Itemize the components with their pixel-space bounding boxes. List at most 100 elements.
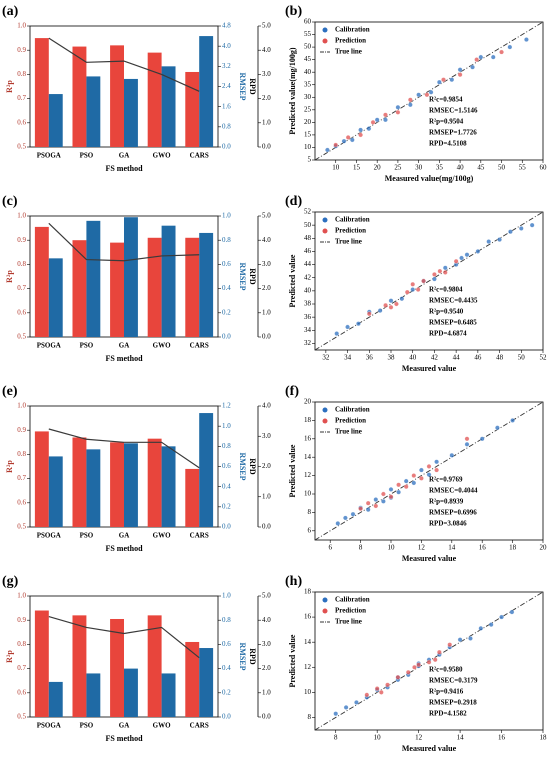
scatter-point (419, 476, 424, 481)
y-tick-label: 20 (304, 118, 312, 126)
panel-label: (c) (2, 194, 18, 209)
y-tick-label: 52 (304, 208, 312, 216)
legend-label: Prediction (335, 607, 366, 615)
y-tick-label: 0.5 (17, 143, 26, 151)
y3-tick-label: 4.0 (262, 616, 271, 624)
true-line (314, 211, 544, 351)
rmsep-bar (48, 258, 63, 337)
scatter-point (377, 308, 383, 313)
y-tick-label: 0.5 (17, 713, 26, 721)
rmsep-bar (199, 413, 214, 527)
y2-tick-label: 0.2 (222, 308, 231, 316)
rmsep-bar (124, 217, 138, 337)
scatter-point (366, 126, 372, 131)
y3-tick-label: 1.0 (262, 688, 271, 696)
r2-bar (147, 237, 162, 337)
scatter-point (426, 472, 432, 478)
scatter-point (373, 497, 379, 502)
y-axis-title: R²p (5, 460, 14, 473)
y-tick-label: 35 (304, 80, 312, 88)
y2-tick-label: 0.0 (222, 143, 231, 151)
scatter-point (411, 480, 417, 486)
x-tick-label: 10 (332, 164, 340, 172)
scatter-point (488, 622, 494, 627)
scatter-point (509, 609, 515, 615)
legend-label: Calibration (335, 26, 370, 34)
scatter-point (345, 135, 351, 140)
legend-marker (322, 228, 328, 234)
scatter-point (424, 92, 430, 98)
scatter-point (399, 296, 405, 302)
x-tick-label: 46 (474, 354, 482, 362)
scatter-point (396, 489, 401, 495)
y-tick-label: 20 (304, 398, 312, 406)
scatter-point (365, 507, 371, 512)
y-tick-label: 8 (308, 713, 312, 721)
scatter-point (396, 482, 401, 488)
stat-text: R²c=0.9580 (429, 666, 463, 674)
scatter-point (365, 500, 371, 506)
scatter-point (486, 239, 492, 244)
x-tick-label: 55 (519, 164, 527, 172)
stat-text: RMSEP=1.7726 (429, 129, 477, 137)
x-axis-title: FS method (105, 544, 143, 553)
y-tick-label: 46 (304, 247, 312, 255)
scatter-point (457, 637, 463, 643)
legend-marker (322, 597, 328, 603)
stat-text: R²c=0.9854 (429, 96, 463, 104)
legend-label: True line (335, 48, 362, 56)
y-tick-label: 12 (304, 471, 312, 479)
x-tick-label: 52 (540, 354, 548, 362)
scatter-point (381, 499, 386, 504)
scatter-point (411, 473, 417, 478)
r2-bar (185, 641, 200, 717)
y2-tick-label: 2.4 (222, 82, 231, 90)
scatter-point (383, 302, 388, 308)
rmsep-bar (161, 446, 176, 527)
r2-bar (72, 46, 87, 147)
y-tick-label: 1.0 (17, 592, 26, 600)
y-tick-label: 38 (304, 300, 312, 308)
stat-text: RPD=4.1582 (429, 710, 467, 718)
y2-tick-label: 1.6 (222, 102, 231, 110)
y2-tick-label: 0.6 (222, 462, 231, 470)
y-tick-label: 40 (304, 286, 312, 294)
scatter-point (407, 102, 413, 108)
y3-tick-label: 5.0 (262, 212, 271, 220)
panel-label: (d) (285, 194, 302, 209)
y3-axis-title: RPD (248, 268, 257, 285)
y-tick-label: 6 (308, 526, 312, 534)
rmsep-bar (124, 443, 138, 527)
scatter-point (428, 89, 434, 95)
y-tick-label: 10 (304, 490, 312, 498)
scatter-point (437, 268, 443, 274)
scatter-point (457, 72, 463, 78)
scatter-point (333, 142, 339, 148)
r2-bar (34, 610, 49, 717)
stat-text: RMSEP=0.2918 (429, 699, 477, 707)
scatter-point (434, 459, 439, 465)
y3-tick-label: 0.0 (262, 523, 271, 531)
y3-tick-label: 2.0 (262, 94, 271, 102)
y-tick-label: 50 (304, 43, 312, 51)
scatter-point (478, 626, 484, 631)
x-tick-label: PSOGA (37, 532, 61, 540)
y-tick-label: 1.0 (17, 402, 26, 410)
panel-label: (h) (285, 574, 302, 589)
true-line (314, 401, 544, 541)
x-tick-label: PSO (80, 532, 94, 540)
scatter-point (404, 289, 410, 295)
legend-label: Calibration (335, 216, 370, 224)
y2-tick-label: 0.0 (222, 713, 231, 721)
r2-bar (34, 431, 49, 527)
legend-label: Calibration (335, 596, 370, 604)
r2-bar (72, 240, 87, 337)
x-tick-label: 40 (409, 354, 417, 362)
y-tick-label: 15 (304, 131, 312, 139)
scatter-point (407, 97, 413, 103)
x-tick-label: 42 (431, 354, 439, 362)
scatter-point (349, 137, 355, 143)
scatter-point (464, 436, 470, 442)
scatter-point (410, 281, 416, 287)
x-tick-label: 20 (374, 164, 382, 172)
